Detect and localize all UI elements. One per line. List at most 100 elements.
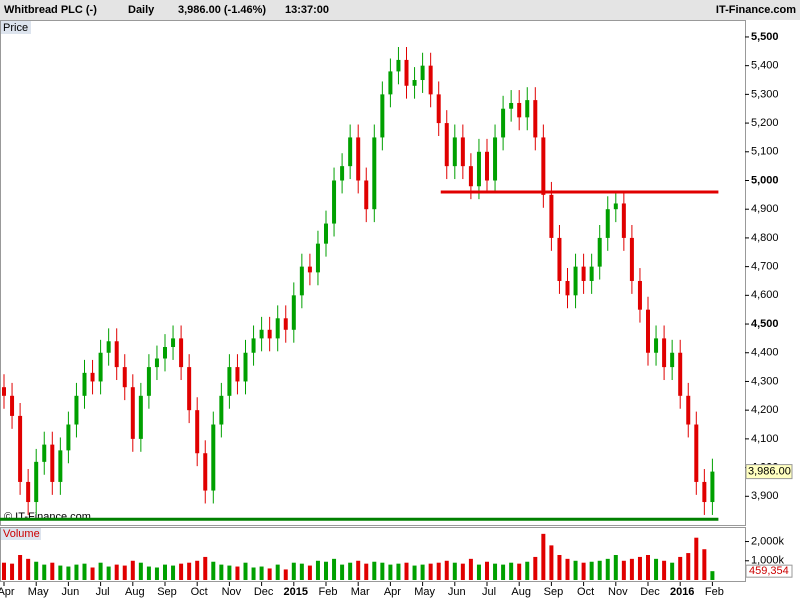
panel-label-bg — [1, 528, 41, 540]
candle-body — [340, 166, 345, 181]
candle-body — [621, 203, 626, 238]
x-tick-label: Jul — [96, 586, 110, 598]
candle-body — [130, 387, 135, 439]
volume-bar — [549, 545, 554, 580]
volume-bar — [388, 564, 393, 580]
candle-body — [509, 102, 514, 109]
volume-bar — [275, 564, 280, 580]
candle-body — [138, 395, 143, 439]
y-tick-label: 4,400 — [751, 347, 779, 359]
volume-bar — [90, 567, 95, 580]
volume-bar — [235, 566, 240, 580]
volume-bar — [621, 560, 626, 580]
x-tick-label: Aug — [125, 586, 145, 598]
candle-body — [2, 387, 6, 396]
candle-body — [388, 71, 393, 95]
volume-bar — [646, 555, 650, 580]
candle-body — [565, 280, 570, 296]
x-tick-label: Dec — [254, 586, 274, 598]
volume-bar — [694, 537, 699, 580]
y-tick-label: 4,300 — [751, 375, 779, 387]
volume-bar — [50, 562, 55, 580]
volume-bar — [66, 566, 71, 580]
candle-body — [243, 352, 248, 382]
volume-bar — [171, 565, 176, 580]
volume-bar — [517, 563, 522, 580]
volume-bar — [710, 571, 715, 580]
x-tick-label: Dec — [640, 586, 660, 598]
candle-body — [146, 367, 151, 396]
y-tick-label: 5,500 — [751, 31, 779, 43]
volume-bar — [138, 562, 143, 580]
volume-bar — [163, 564, 167, 580]
volume-bar — [267, 568, 272, 580]
candle-body — [404, 59, 409, 86]
candle-body — [34, 461, 39, 503]
candle-body — [203, 453, 208, 491]
volume-bar — [428, 563, 433, 580]
candle-body — [74, 395, 79, 425]
candle-body — [291, 295, 296, 330]
y-tick-label: 4,800 — [751, 232, 779, 244]
volume-bar — [283, 569, 288, 580]
candle-body — [694, 424, 699, 482]
candle-body — [219, 395, 224, 425]
x-tick-label: 2015 — [284, 586, 308, 598]
x-tick-label: Feb — [319, 586, 338, 598]
candle-body — [654, 338, 659, 353]
y-tick-label: 5,200 — [751, 117, 779, 129]
candle-body — [114, 341, 119, 368]
volume-bar — [670, 562, 675, 580]
candle-body — [541, 137, 546, 195]
candle-body — [428, 65, 433, 95]
candle-body — [646, 309, 650, 353]
volume-bar — [340, 564, 345, 580]
candle-body — [396, 59, 401, 72]
volume-bar — [485, 561, 489, 580]
candle-body — [26, 481, 31, 503]
volume-bar — [356, 560, 361, 580]
volume-bar — [259, 566, 264, 580]
volume-bar — [146, 566, 151, 580]
x-tick-label: May — [414, 586, 435, 598]
volume-bar — [58, 565, 63, 580]
candle-body — [420, 65, 425, 81]
candle-body — [106, 341, 111, 353]
volume-bar — [324, 561, 328, 580]
candle-body — [227, 367, 232, 396]
candle-body — [710, 471, 715, 503]
header-bar — [0, 0, 800, 20]
y-tick-label: 4,900 — [751, 203, 779, 215]
header-time: 13:37:00 — [285, 4, 329, 16]
volume-bar — [509, 562, 514, 580]
volume-bar — [501, 564, 506, 580]
x-tick-label: May — [28, 586, 49, 598]
y-tick-label: 4,100 — [751, 433, 779, 445]
volume-bar — [444, 560, 449, 580]
volume-bar — [251, 567, 256, 580]
volume-bar — [702, 549, 707, 580]
volume-bar — [98, 562, 103, 580]
candle-body — [154, 358, 159, 368]
header-quote: 3,986.00 (-1.46%) — [178, 4, 266, 16]
candle-body — [283, 318, 288, 330]
candle-body — [195, 410, 200, 454]
volume-bar — [130, 560, 135, 580]
volume-bar — [10, 563, 15, 580]
volume-bar — [533, 556, 538, 580]
last-volume-tag — [745, 564, 793, 578]
y-tick-label: 4,700 — [751, 261, 779, 273]
candle-body — [662, 338, 667, 368]
candle-body — [235, 367, 240, 382]
header-title: Whitbread PLC (-) — [4, 4, 97, 16]
y-tick-label: 1,000k — [751, 555, 785, 567]
volume-bar — [42, 564, 47, 580]
candle-body — [275, 318, 280, 339]
volume-bar — [605, 558, 610, 580]
candle-body — [452, 137, 457, 167]
price-panel-label: Price — [3, 22, 28, 34]
y-tick-label: 5,100 — [751, 146, 779, 158]
volume-bar — [307, 565, 312, 580]
candle-body — [171, 338, 176, 348]
candle-body — [573, 266, 578, 296]
